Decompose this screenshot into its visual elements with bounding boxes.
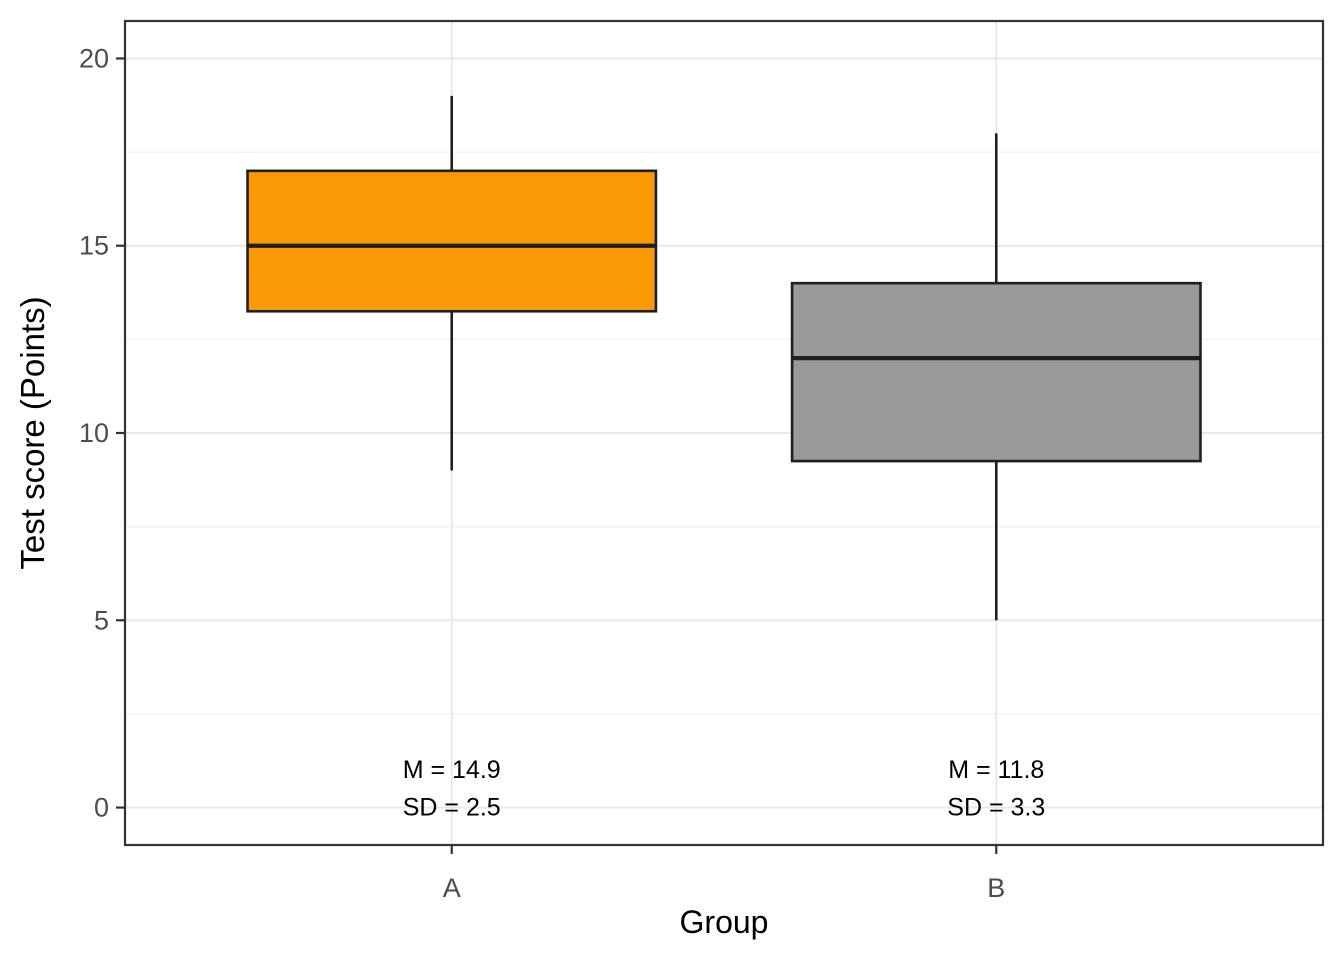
y-axis-tick-label: 5 bbox=[94, 605, 109, 635]
boxplot-group-b: M = 11.8 SD = 3.3 bbox=[790, 133, 1202, 822]
annotation-mean: M = 14.9 bbox=[403, 756, 501, 784]
y-axis-tick-label: 15 bbox=[79, 231, 109, 261]
box-rect bbox=[246, 169, 658, 313]
x-axis-title: Group bbox=[679, 904, 769, 940]
y-axis-tick-label: 0 bbox=[94, 793, 109, 823]
y-axis-tick-label: 20 bbox=[79, 43, 109, 73]
box-rect bbox=[790, 281, 1202, 463]
x-axis-tick-label: B bbox=[987, 873, 1005, 903]
annotation-sd: SD = 2.5 bbox=[403, 794, 501, 822]
annotation-mean: M = 11.8 bbox=[948, 756, 1044, 784]
y-axis-title: Test score (Points) bbox=[14, 296, 51, 570]
boxplot-group-a: M = 14.9 SD = 2.5 bbox=[246, 95, 658, 822]
annotation-sd: SD = 3.3 bbox=[947, 794, 1045, 822]
x-axis-tick-label: A bbox=[443, 873, 461, 903]
y-axis-tick-label: 10 bbox=[79, 418, 109, 448]
